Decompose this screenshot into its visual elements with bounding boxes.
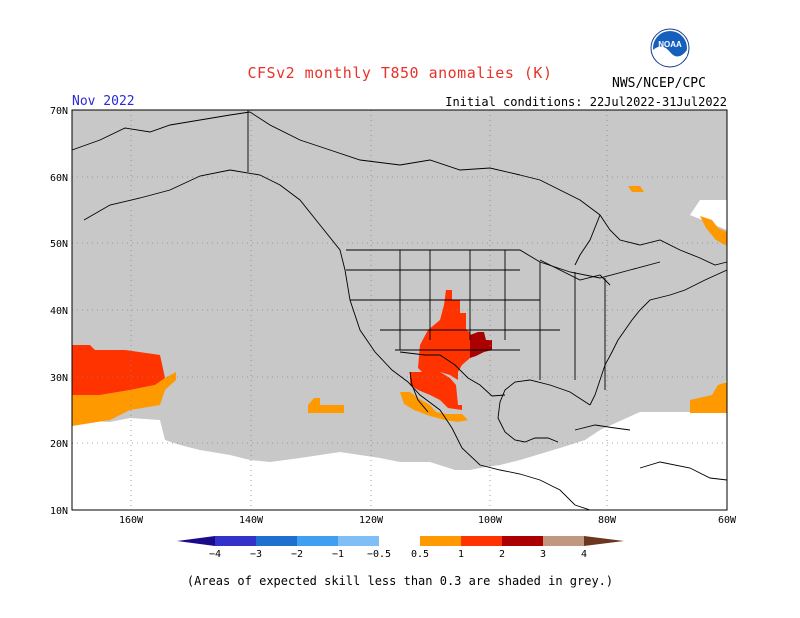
lat-label: 70N bbox=[50, 106, 68, 117]
skill-footnote: (Areas of expected skill less than 0.3 a… bbox=[186, 574, 614, 588]
lat-label: 40N bbox=[50, 306, 68, 317]
map-title: CFSv2 monthly T850 anomalies (K) bbox=[247, 64, 553, 82]
legend-tick: −3 bbox=[250, 549, 262, 560]
logo-text: NOAA bbox=[658, 40, 682, 49]
initial-conditions: Initial conditions: 22Jul2022-31Jul2022 bbox=[445, 95, 727, 109]
legend-swatch bbox=[379, 536, 420, 546]
legend-tick: −0.5 bbox=[367, 549, 391, 560]
lon-label: 100W bbox=[478, 515, 503, 526]
legend-swatch bbox=[543, 536, 584, 546]
lon-label: 160W bbox=[119, 515, 144, 526]
pacific-west-warm bbox=[72, 345, 165, 395]
legend-arrow-right bbox=[584, 536, 624, 546]
pacific-west-mild bbox=[72, 372, 176, 426]
lat-label: 50N bbox=[50, 239, 68, 250]
mexico-mild bbox=[400, 392, 468, 422]
legend-swatch bbox=[297, 536, 338, 546]
coastlines bbox=[71, 110, 728, 511]
latitude-labels: 70N 60N 50N 40N 30N 20N 10N bbox=[50, 106, 68, 517]
legend-tick: 0.5 bbox=[411, 549, 429, 560]
anomaly-regions bbox=[72, 186, 727, 426]
legend-tick: 1 bbox=[458, 549, 464, 560]
lat-label: 20N bbox=[50, 439, 68, 450]
legend-arrow-left bbox=[177, 536, 215, 546]
lon-label: 60W bbox=[718, 515, 737, 526]
atlantic-mild bbox=[690, 382, 727, 413]
legend-tick: −2 bbox=[291, 549, 303, 560]
legend-tick: 3 bbox=[540, 549, 546, 560]
lon-label: 140W bbox=[239, 515, 264, 526]
legend-swatch bbox=[256, 536, 297, 546]
legend-swatch bbox=[502, 536, 543, 546]
southern-plains-hot bbox=[470, 332, 492, 358]
longitude-labels: 160W 140W 120W 100W 80W 60W bbox=[119, 515, 737, 526]
legend-tick: −1 bbox=[332, 549, 344, 560]
newfoundland-mild bbox=[700, 216, 727, 246]
legend-swatch bbox=[338, 536, 379, 546]
agency-label: NWS/NCEP/CPC bbox=[612, 76, 706, 91]
lon-label: 80W bbox=[598, 515, 617, 526]
midpacific-mild bbox=[308, 398, 344, 413]
lat-label: 60N bbox=[50, 173, 68, 184]
lon-label: 120W bbox=[359, 515, 384, 526]
lat-label: 10N bbox=[50, 506, 68, 517]
noaa-logo-icon: NOAA bbox=[650, 28, 690, 68]
lat-label: 30N bbox=[50, 373, 68, 384]
southwest-us-warm bbox=[418, 290, 470, 380]
forecast-month: Nov 2022 bbox=[72, 94, 135, 109]
legend-tick: 2 bbox=[499, 549, 505, 560]
labrador-mild bbox=[628, 186, 644, 192]
legend-swatch bbox=[420, 536, 461, 546]
legend-swatch bbox=[461, 536, 502, 546]
legend-tick: 4 bbox=[581, 549, 587, 560]
legend-swatch bbox=[215, 536, 256, 546]
graticule bbox=[72, 110, 727, 510]
legend-tick: −4 bbox=[209, 549, 221, 560]
mexico-warm bbox=[410, 372, 462, 410]
low-skill-grey-area bbox=[72, 110, 727, 470]
